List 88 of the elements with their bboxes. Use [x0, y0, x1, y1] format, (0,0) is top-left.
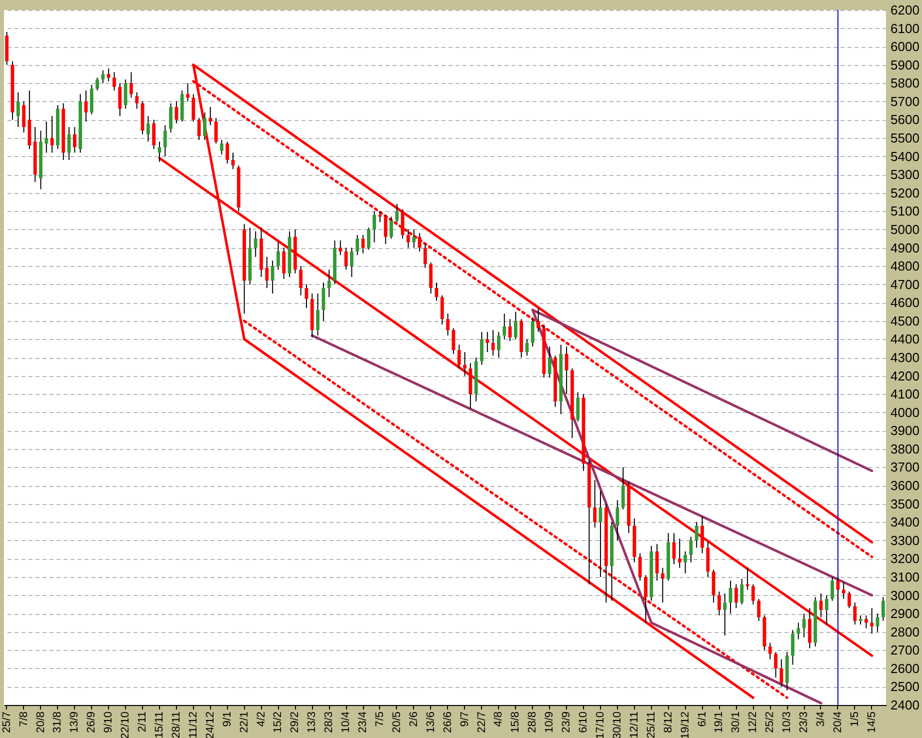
x-tick-label: 11/12 — [187, 712, 200, 738]
x-tick-label: 19/12 — [679, 712, 692, 738]
x-tick-label: 28/11 — [170, 712, 182, 738]
x-tick-label: 4/2 — [255, 712, 268, 727]
y-tick-label: 2900 — [890, 606, 920, 622]
x-tick-label: 19/1 — [713, 712, 726, 733]
y-tick-label: 5200 — [890, 185, 920, 200]
x-tick-label: 6/10 — [578, 712, 590, 733]
y-tick-label: 6000 — [890, 39, 920, 54]
y-tick-label: 3600 — [890, 478, 920, 494]
x-tick-label: 23/3 — [798, 712, 810, 733]
y-tick-label: 3200 — [890, 551, 920, 566]
x-tick-label: 2/11 — [136, 712, 149, 732]
x-tick-label: 2/6 — [408, 712, 420, 727]
y-tick-label: 3100 — [890, 569, 920, 584]
x-tick-label: 28/8 — [526, 712, 539, 733]
x-tick-label: 9/7 — [458, 712, 471, 727]
y-tick-label: 5300 — [890, 167, 920, 182]
y-tick-label: 3000 — [890, 588, 920, 603]
x-tick-label: 22/7 — [476, 712, 488, 733]
x-tick-label: 12/11 — [628, 712, 640, 738]
y-tick-label: 5100 — [890, 204, 920, 219]
x-tick-label: 20/4 — [832, 712, 844, 733]
x-tick-label: 9/10 — [102, 712, 115, 733]
y-tick-label: 4600 — [890, 295, 920, 310]
x-tick-label: 20/5 — [390, 712, 403, 733]
y-tick-label: 2500 — [890, 679, 920, 694]
x-tick-label: 9/1 — [221, 712, 234, 727]
x-tick-label: 1/5 — [848, 712, 861, 727]
x-tick-label: 7/8 — [18, 712, 30, 727]
x-tick-label: 31/8 — [52, 712, 64, 733]
x-tick-label: 26/6 — [442, 712, 454, 733]
x-tick-label: 13/3 — [306, 712, 318, 733]
y-tick-label: 2700 — [890, 642, 920, 658]
x-tick-label: 4/8 — [492, 712, 505, 727]
y-tick-label: 2800 — [890, 624, 920, 640]
y-tick-label: 4000 — [890, 404, 920, 420]
y-tick-label: 3900 — [890, 423, 920, 438]
y-tick-label: 4200 — [890, 368, 920, 384]
y-tick-label: 6200 — [890, 2, 920, 18]
y-tick-label: 2600 — [890, 660, 920, 676]
x-tick-label: 29/2 — [289, 712, 302, 733]
y-tick-label: 6100 — [890, 20, 920, 36]
x-tick-label: 13/9 — [68, 712, 81, 733]
x-tick-label: 23/9 — [560, 712, 573, 733]
y-tick-label: 5900 — [890, 57, 920, 72]
x-tick-label: 10/3 — [781, 712, 794, 733]
y-tick-label: 2400 — [890, 698, 920, 712]
x-tick-label: 15/8 — [510, 712, 522, 733]
x-tick-label: 25/11 — [645, 712, 658, 738]
x-tick-label: 8/12 — [662, 712, 674, 733]
x-tick-label: 6/1 — [696, 712, 708, 727]
y-tick-label: 4500 — [890, 313, 920, 328]
x-tick-label: 15/11 — [153, 712, 166, 738]
x-tick-label: 10/4 — [340, 712, 352, 733]
y-tick-label: 5800 — [890, 76, 920, 91]
y-tick-label: 4100 — [890, 386, 920, 402]
x-tick-label: 12/2 — [747, 712, 760, 733]
x-tick-label: 14/5 — [866, 712, 878, 733]
x-tick-label: 30/1 — [730, 712, 742, 733]
x-tick-label: 13/6 — [424, 712, 437, 733]
y-tick-label: 3500 — [890, 496, 920, 512]
y-tick-label: 3700 — [890, 460, 920, 475]
y-tick-label: 3800 — [890, 441, 920, 456]
y-tick-label: 5000 — [890, 222, 920, 237]
y-tick-label: 5400 — [890, 148, 920, 164]
x-tick-label: 22/1 — [238, 712, 250, 733]
x-tick-label: 25/2 — [764, 712, 776, 733]
y-tick-label: 4300 — [890, 350, 920, 365]
x-tick-label: 28/3 — [323, 712, 336, 733]
y-tick-label: 5700 — [890, 94, 920, 109]
x-tick-label: 17/10 — [594, 712, 606, 738]
y-tick-label: 3400 — [890, 514, 920, 530]
y-tick-label: 5600 — [890, 112, 920, 128]
x-tick-label: 20/8 — [34, 712, 47, 733]
x-tick-label: 15/2 — [272, 712, 284, 733]
y-tick-label: 4900 — [890, 240, 920, 256]
y-tick-label: 4400 — [890, 332, 920, 347]
x-tick-label: 25/7 — [0, 712, 13, 733]
y-tick-label: 4800 — [890, 258, 920, 274]
x-tick-label: 3/4 — [814, 712, 827, 727]
y-tick-label: 5500 — [890, 130, 920, 146]
x-tick-label: 23/4 — [357, 712, 370, 733]
x-tick-label: 7/5 — [374, 712, 386, 727]
y-tick-label: 4700 — [890, 276, 920, 292]
x-tick-label: 26/9 — [86, 712, 98, 733]
y-tick-label: 3300 — [890, 532, 920, 548]
x-tick-label: 10/9 — [544, 712, 556, 733]
